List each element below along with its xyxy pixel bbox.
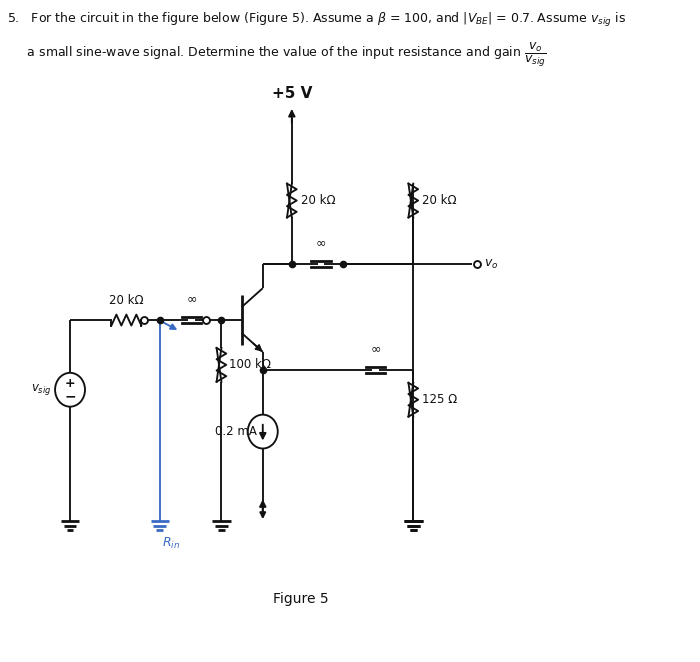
Text: 5.   For the circuit in the figure below (Figure 5). Assume a $\beta$ = 100, and: 5. For the circuit in the figure below (… <box>7 11 626 29</box>
Text: ∞: ∞ <box>370 342 381 355</box>
Text: $R_{in}$: $R_{in}$ <box>162 536 181 551</box>
Text: a small sine-wave signal. Determine the value of the input resistance and gain $: a small sine-wave signal. Determine the … <box>7 41 546 70</box>
Text: $v_o$: $v_o$ <box>484 258 498 271</box>
Text: ∞: ∞ <box>316 236 326 250</box>
Text: 20 kΩ: 20 kΩ <box>109 294 144 307</box>
Text: +: + <box>64 377 76 390</box>
Text: 20 kΩ: 20 kΩ <box>300 194 335 207</box>
Text: ∞: ∞ <box>186 292 197 305</box>
Text: $v_{sig}$: $v_{sig}$ <box>31 382 51 397</box>
Text: Figure 5: Figure 5 <box>273 592 328 606</box>
Text: +5 V: +5 V <box>272 86 312 101</box>
Text: 100 kΩ: 100 kΩ <box>230 358 272 371</box>
Text: 0.2 mA: 0.2 mA <box>216 425 257 438</box>
Text: −: − <box>64 389 76 403</box>
Text: 125 Ω: 125 Ω <box>422 393 457 406</box>
Text: 20 kΩ: 20 kΩ <box>422 194 456 207</box>
